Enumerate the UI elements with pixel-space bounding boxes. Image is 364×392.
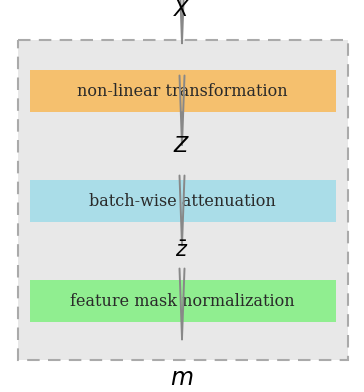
Text: batch-wise attenuation: batch-wise attenuation xyxy=(88,192,276,209)
Text: $\bar{z}$: $\bar{z}$ xyxy=(175,241,189,261)
FancyBboxPatch shape xyxy=(30,280,336,322)
FancyBboxPatch shape xyxy=(18,40,348,360)
Text: $m$: $m$ xyxy=(170,366,194,390)
Text: $Z$: $Z$ xyxy=(173,136,191,156)
Text: feature mask normalization: feature mask normalization xyxy=(70,292,294,310)
FancyBboxPatch shape xyxy=(30,180,336,222)
FancyBboxPatch shape xyxy=(30,70,336,112)
Text: non-linear transformation: non-linear transformation xyxy=(77,82,287,100)
Text: $X$: $X$ xyxy=(173,0,191,20)
